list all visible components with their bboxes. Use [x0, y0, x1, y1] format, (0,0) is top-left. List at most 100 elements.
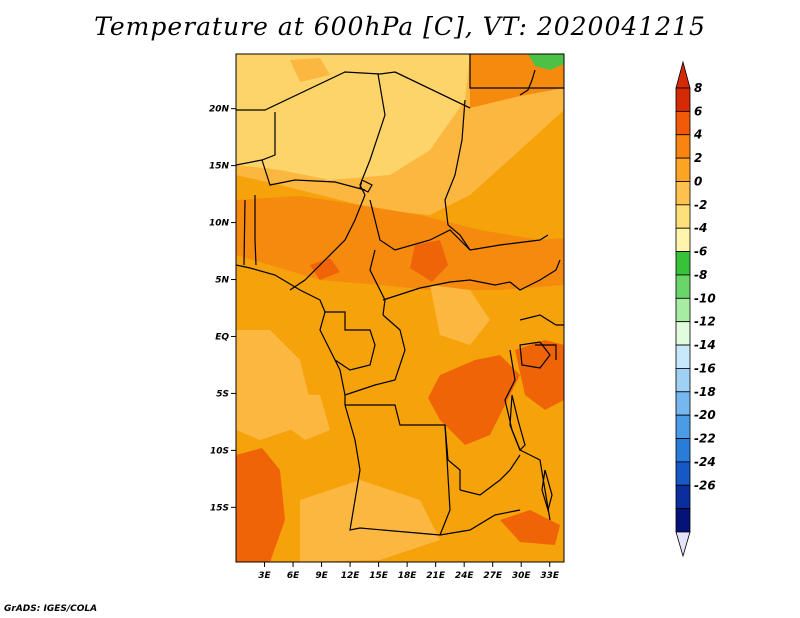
field-band-0-2-center — [430, 285, 490, 345]
border-angola-zambia — [439, 424, 451, 536]
longitude-axis: 3E 6E 9E 12E 15E 18E 21E 24E 27E 30E 33E — [258, 562, 560, 581]
field-band-6-8-patch — [310, 258, 340, 280]
colorbar-swatch — [675, 508, 691, 533]
lon-tick-label: 27E — [483, 571, 503, 581]
lake-malawi — [541, 469, 553, 513]
temperature-field — [236, 54, 564, 562]
field-band-6-8-congo — [428, 355, 520, 445]
field-band-6-8-lakes — [515, 340, 564, 410]
lon-tick-label: 6E — [287, 571, 300, 581]
lon-tick-label: 15E — [369, 571, 389, 581]
lat-tick-label: 10S — [210, 446, 229, 456]
colorbar-swatch — [675, 461, 691, 486]
border-libya-egypt — [469, 54, 564, 89]
colorbar-label: -4 — [694, 221, 707, 235]
colorbar-swatch — [675, 344, 691, 369]
colorbar-swatch — [675, 414, 691, 439]
lat-tick-label: EQ — [215, 332, 229, 342]
border-niger-south — [261, 159, 366, 191]
colorbar-swatch — [675, 274, 691, 299]
colorbar-swatch — [675, 110, 691, 136]
colorbar-label: -16 — [694, 361, 716, 375]
lon-tick-label: 9E — [315, 571, 328, 581]
colorbar-label: -24 — [694, 455, 716, 469]
lon-tick-label: 24E — [455, 571, 475, 581]
grads-credit: GrADS: IGES/COLA — [4, 604, 98, 614]
colorbar-label: 0 — [694, 174, 702, 188]
latitude-axis: 20N 15N 10N 5N EQ 5S 10S 15S — [209, 105, 236, 513]
lake-victoria — [519, 341, 551, 369]
colorbar-swatch — [675, 87, 691, 112]
field-band-0-2-east — [470, 54, 564, 108]
field-band-neg6-neg4 — [528, 54, 564, 70]
colorbar-swatch — [675, 391, 691, 416]
colorbar-label: -26 — [694, 478, 716, 492]
colorbar-swatch — [675, 484, 691, 510]
field-band-0-2-patch — [290, 58, 330, 82]
field-band-6-8-southwest — [236, 448, 285, 562]
border-zambia-south — [439, 509, 521, 536]
border-togo — [243, 199, 246, 266]
field-band-6-8-central-african — [410, 240, 448, 282]
border-sudan-ssudan — [469, 234, 549, 251]
map-frame — [235, 53, 565, 563]
lat-tick-label: 5S — [216, 389, 229, 399]
field-band-neg2-0 — [236, 54, 470, 180]
border-nigeria-cameroon — [289, 194, 366, 291]
field-band-0-2-coast — [280, 395, 330, 440]
lon-tick-label: 12E — [341, 571, 361, 581]
lake-chad — [359, 179, 373, 193]
colorbar-label: -2 — [694, 198, 707, 212]
lat-tick-label: 5N — [215, 276, 229, 286]
colorbar-swatch — [675, 157, 691, 182]
colorbar-label: 2 — [694, 151, 702, 165]
lat-tick-label: 20N — [209, 105, 230, 115]
border-car-drc — [382, 279, 511, 301]
colorbar-label: -18 — [694, 385, 716, 399]
country-borders — [236, 54, 564, 536]
colorbar-label: -8 — [694, 268, 707, 282]
field-band-6-8-southeast — [500, 510, 560, 545]
colorbar-label: -14 — [694, 338, 716, 352]
map-title: Temperature at 600hPa [C], VT: 202004121… — [94, 12, 706, 41]
border-angola-namibia — [344, 404, 441, 536]
colorbar-swatch — [675, 321, 691, 346]
colorbar-swatch — [675, 297, 691, 323]
border-chad-car — [369, 199, 471, 251]
border-east-2 — [519, 314, 564, 326]
colorbar-max-arrow — [675, 60, 691, 89]
coastline-west — [236, 264, 346, 405]
lon-tick-label: 18E — [398, 571, 418, 581]
colorbar-min-arrow — [675, 531, 691, 558]
lat-tick-label: 10N — [209, 219, 230, 229]
colorbar-swatch — [675, 204, 691, 229]
border-mali-niger — [236, 112, 276, 166]
colorbar-label: -6 — [694, 245, 707, 259]
colorbar-label: 6 — [694, 104, 702, 118]
lon-tick-label: 30E — [512, 571, 532, 581]
border-gabon — [325, 311, 376, 371]
field-band-0-2-south — [300, 480, 440, 562]
colorbar-label: -12 — [694, 315, 716, 329]
lon-tick-label: 3E — [258, 571, 271, 581]
lat-tick-label: 15S — [210, 503, 229, 513]
colorbar-swatch — [675, 251, 691, 276]
border-benin-nigeria — [254, 195, 257, 266]
lon-tick-label: 33E — [540, 571, 560, 581]
lat-tick-label: 15N — [209, 162, 230, 172]
border-congo-drc — [344, 314, 406, 396]
colorbar-swatch — [675, 438, 691, 463]
colorbar-label: -22 — [694, 432, 716, 446]
colorbar-label: 8 — [694, 81, 702, 95]
lake-tanganyika — [509, 394, 526, 452]
colorbar-swatch — [675, 134, 691, 159]
border-chad-sudan — [444, 99, 471, 251]
nile-river — [519, 69, 536, 96]
lon-tick-label: 21E — [426, 571, 446, 581]
colorbar-label: -10 — [694, 291, 716, 305]
colorbar-swatch — [675, 181, 691, 206]
border-zambia-drc — [459, 454, 521, 496]
border-ssudan-east — [509, 259, 561, 291]
border-libya-chad — [394, 71, 471, 109]
